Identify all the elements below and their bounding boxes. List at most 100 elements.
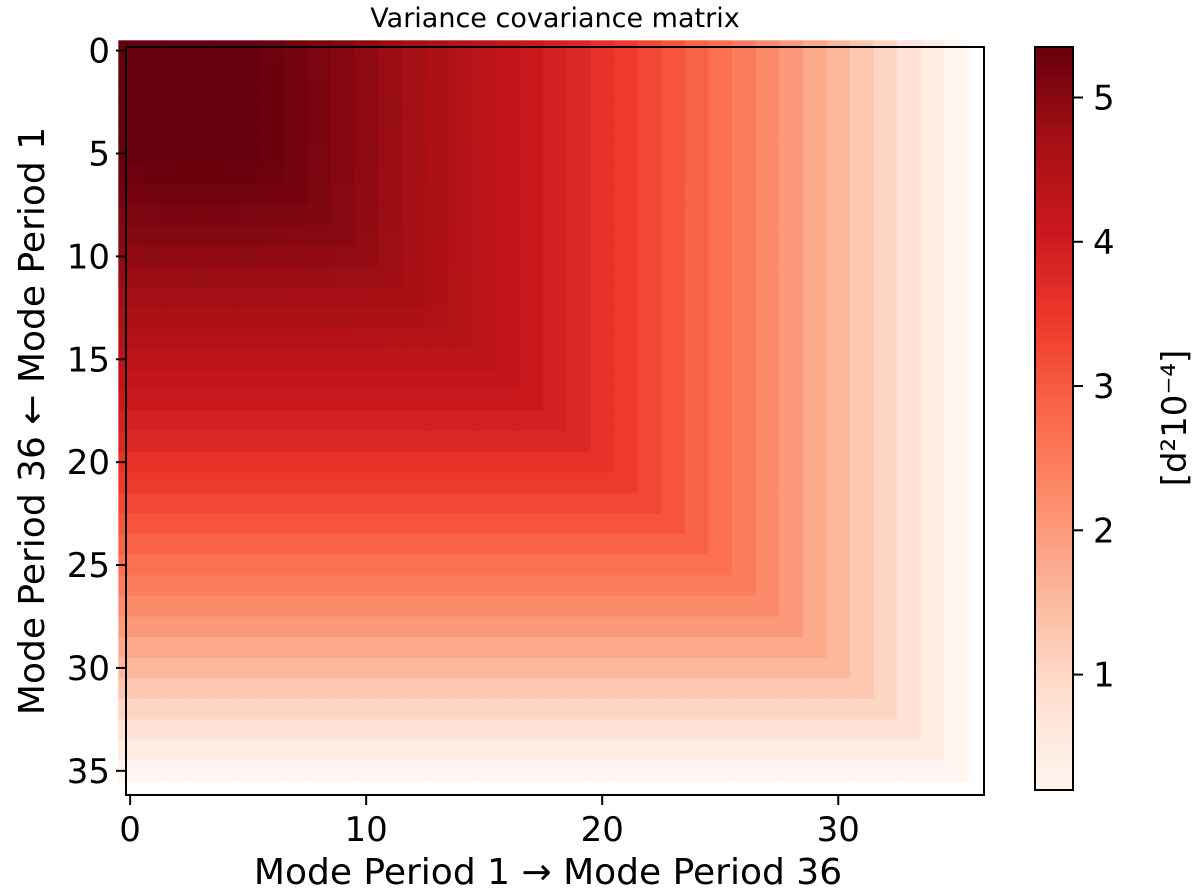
heatmap-cell: [283, 513, 308, 535]
heatmap-cell: [259, 60, 285, 83]
heatmap-cell: [779, 60, 804, 83]
heatmap-cell: [259, 595, 285, 618]
heatmap-cell: [330, 390, 355, 412]
heatmap-cell: [212, 637, 237, 659]
heatmap-cell: [637, 60, 662, 83]
heatmap-cell: [519, 472, 544, 494]
heatmap-cell: [873, 760, 898, 782]
heatmap-cell: [684, 266, 710, 288]
heatmap-cell: [330, 204, 355, 227]
heatmap-cell: [330, 287, 355, 309]
heatmap-cell: [118, 369, 143, 391]
heatmap-cell: [259, 616, 285, 638]
heatmap-cell: [495, 60, 521, 83]
heatmap-cell: [543, 493, 568, 515]
heatmap-cell: [802, 698, 828, 720]
heatmap-cell: [519, 225, 544, 247]
heatmap-cell: [118, 513, 143, 535]
heatmap-cell: [330, 493, 355, 515]
heatmap-cell: [684, 81, 710, 103]
heatmap-cell: [236, 307, 261, 329]
heatmap-cell: [850, 739, 875, 762]
heatmap-cell: [566, 143, 591, 165]
heatmap-cell: [566, 493, 591, 515]
heatmap-cell: [850, 143, 875, 165]
heatmap-cell: [850, 451, 875, 474]
heatmap-cell: [448, 719, 473, 741]
heatmap-cell: [897, 348, 922, 371]
heatmap-cell: [614, 369, 639, 391]
heatmap-cell: [873, 307, 898, 329]
heatmap-cell: [189, 60, 214, 83]
heatmap-cell: [141, 369, 167, 391]
heatmap-cell: [307, 225, 332, 247]
heatmap-cell: [425, 575, 450, 597]
heatmap-cell: [661, 698, 686, 720]
heatmap-cell: [684, 163, 710, 185]
heatmap-cell: [684, 719, 710, 741]
heatmap-cell: [141, 163, 167, 185]
plot-frame: [125, 46, 985, 796]
heatmap-cell: [165, 472, 190, 494]
heatmap-cell: [472, 390, 497, 412]
heatmap-cell: [472, 163, 497, 185]
heatmap-cell: [236, 225, 261, 247]
heatmap-cell: [614, 184, 639, 206]
heatmap-cell: [944, 616, 969, 638]
heatmap-cell: [873, 431, 898, 453]
heatmap-cell: [212, 554, 237, 576]
heatmap-cell: [236, 575, 261, 597]
heatmap-cell: [519, 739, 544, 762]
heatmap-cell: [354, 554, 379, 576]
heatmap-cell: [732, 307, 757, 329]
heatmap-cell: [590, 739, 615, 762]
heatmap-cell: [543, 410, 568, 432]
heatmap-cell: [566, 554, 591, 576]
heatmap-cell: [543, 287, 568, 309]
heatmap-cell: [236, 472, 261, 494]
heatmap-cell: [307, 575, 332, 597]
heatmap-cell: [519, 678, 544, 700]
heatmap-cell: [401, 760, 426, 782]
heatmap-cell: [495, 760, 521, 782]
heatmap-cell: [425, 698, 450, 720]
heatmap-cell: [566, 760, 591, 782]
heatmap-cell: [850, 534, 875, 556]
heatmap-cell: [448, 595, 473, 618]
heatmap-cell: [425, 595, 450, 618]
heatmap-cell: [165, 698, 190, 720]
heatmap-cell: [118, 657, 143, 679]
heatmap-cell: [873, 225, 898, 247]
heatmap-cell: [684, 657, 710, 679]
heatmap-cell: [330, 410, 355, 432]
heatmap-cell: [873, 122, 898, 144]
heatmap-cell: [448, 225, 473, 247]
heatmap-cell: [614, 739, 639, 762]
heatmap-cell: [920, 266, 946, 288]
heatmap-cell: [661, 246, 686, 268]
heatmap-cell: [495, 225, 521, 247]
heatmap-cell: [802, 616, 828, 638]
heatmap-cell: [141, 637, 167, 659]
heatmap-cell: [708, 287, 733, 309]
heatmap-cell: [212, 739, 237, 762]
heatmap-cell: [684, 513, 710, 535]
heatmap-cell: [684, 287, 710, 309]
heatmap-cell: [873, 451, 898, 474]
heatmap-cell: [732, 328, 757, 350]
heatmap-cell: [850, 81, 875, 103]
heatmap-cell: [354, 719, 379, 741]
heatmap-cell: [850, 616, 875, 638]
heatmap-cell: [637, 410, 662, 432]
heatmap-cell: [802, 410, 828, 432]
heatmap-cell: [779, 307, 804, 329]
heatmap-cell: [401, 40, 426, 62]
heatmap-cell: [755, 637, 780, 659]
heatmap-cell: [118, 60, 143, 83]
heatmap-cell: [614, 575, 639, 597]
heatmap-cell: [283, 760, 308, 782]
heatmap-cell: [802, 472, 828, 494]
heatmap-cell: [448, 616, 473, 638]
heatmap-cell: [283, 698, 308, 720]
heatmap-cell: [283, 81, 308, 103]
